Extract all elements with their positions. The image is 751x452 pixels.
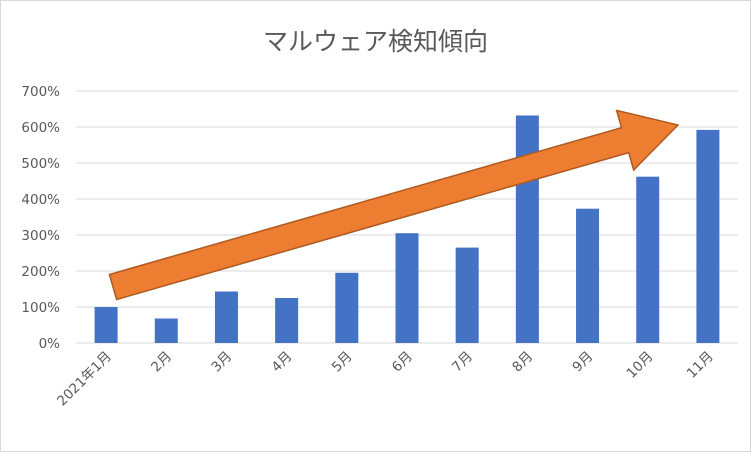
bar — [696, 129, 720, 343]
bar — [576, 208, 600, 343]
y-tick-label: 200% — [21, 264, 60, 280]
bar — [335, 272, 359, 343]
bar — [154, 318, 178, 343]
y-tick-label: 400% — [21, 192, 60, 208]
x-tick-label: 4月 — [269, 349, 296, 376]
x-tick-label: 6月 — [389, 349, 416, 376]
x-tick-label: 7月 — [449, 349, 476, 376]
trend-arrow — [108, 109, 680, 301]
x-tick-label: 8月 — [509, 349, 536, 376]
bar — [455, 247, 479, 343]
y-tick-label: 300% — [21, 228, 60, 244]
bar — [94, 307, 118, 343]
x-tick-label: 10月 — [624, 349, 657, 382]
chart-title: マルウェア検知傾向 — [262, 27, 488, 56]
y-tick-label: 0% — [39, 336, 61, 352]
y-tick-label: 700% — [21, 84, 60, 100]
bar — [214, 291, 238, 343]
bar — [275, 298, 299, 343]
x-tick-label: 2月 — [148, 349, 175, 376]
y-tick-label: 100% — [21, 300, 60, 316]
x-tick-label: 9月 — [569, 349, 596, 376]
x-tick-label: 3月 — [208, 349, 235, 376]
y-tick-label: 600% — [21, 120, 60, 136]
x-tick-label: 5月 — [329, 349, 356, 376]
y-tick-label: 500% — [21, 156, 60, 172]
x-tick-label: 11月 — [684, 349, 717, 382]
bar — [515, 115, 539, 343]
x-tick-label: 2021年1月 — [54, 349, 115, 410]
bar — [636, 176, 660, 343]
bar — [395, 233, 419, 343]
